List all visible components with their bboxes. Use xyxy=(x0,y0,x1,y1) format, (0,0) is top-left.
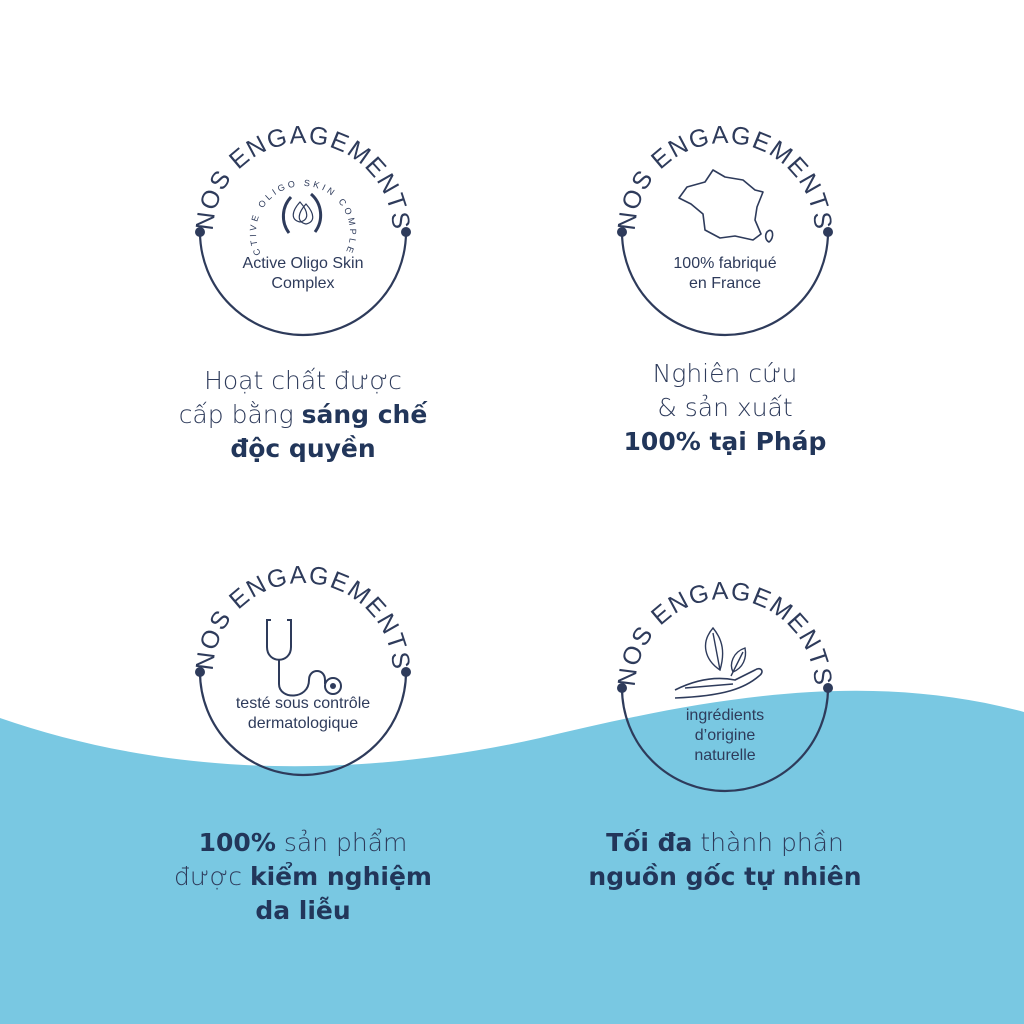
badge-natural-ingredients: NOS ENGAGEMENTS ingrédients d’origine natu… xyxy=(595,558,855,818)
caption-text: & sản xuất xyxy=(657,393,793,422)
caption-line: nguồn gốc tự nhiên xyxy=(555,860,895,894)
caption-line: Nghiên cứu xyxy=(555,357,895,391)
badge-label: 100% fabriqué en France xyxy=(635,254,815,294)
hand-with-leaves-icon xyxy=(674,626,763,699)
badge-graphic: NOS ENGAGEMENTS xyxy=(613,121,836,337)
badge-label: testé sous contrôle dermatologique xyxy=(213,694,393,734)
arc-dot-left xyxy=(617,227,627,237)
badge-made-in-france: NOS ENGAGEMENTS 100% fabriqué en France xyxy=(595,102,855,362)
stethoscope-icon xyxy=(266,619,342,697)
caption-line: độc quyền xyxy=(133,432,473,466)
badge-label-line: naturelle xyxy=(694,747,756,764)
france-map-icon xyxy=(678,169,774,243)
caption-made-in-france: Nghiên cứu & sản xuất 100% tại Pháp xyxy=(555,357,895,459)
badge-label-line: ingrédients xyxy=(685,707,765,724)
badge-label: Active Oligo Skin Complex xyxy=(213,254,393,294)
active-oligo-skin-complex-logo-icon: ACTIVE OLIGO SKIN COMPLEX xyxy=(248,178,358,257)
badge-label-line: 100% fabriqué xyxy=(673,255,777,272)
caption-emphasis: kiểm nghiệm xyxy=(249,862,432,891)
svg-text:ACTIVE OLIGO SKIN COMPLEX: ACTIVE OLIGO SKIN COMPLEX xyxy=(248,178,358,257)
lower-arc xyxy=(198,671,408,777)
caption-emphasis: 100% tại Pháp xyxy=(623,427,827,456)
caption-text: Nghiên cứu xyxy=(652,359,798,388)
badge-label-line: testé sous contrôle xyxy=(235,695,371,712)
caption-patented-active: Hoạt chất được cấp bằng sáng chế độc quyền xyxy=(133,364,473,466)
caption-text: thành phần xyxy=(692,828,844,857)
badge-label-line: Complex xyxy=(271,275,335,292)
badge-label-line: Active Oligo Skin xyxy=(242,255,364,272)
caption-line: Tối đa thành phần xyxy=(555,826,895,860)
caption-emphasis: 100% xyxy=(198,828,276,857)
arc-dot-right xyxy=(823,227,833,237)
caption-text: Hoạt chất được xyxy=(204,366,402,395)
arc-title: NOS ENGAGEMENTS xyxy=(613,577,838,688)
caption-emphasis: da liễu xyxy=(255,896,351,925)
badge-label: ingrédients d’origine naturelle xyxy=(635,706,815,766)
arc-dot-left xyxy=(195,667,205,677)
arc-title: NOS ENGAGEMENTS xyxy=(191,121,416,232)
caption-natural-origin: Tối đa thành phần nguồn gốc tự nhiên xyxy=(555,826,895,894)
arc-dot-right xyxy=(401,667,411,677)
caption-text: cấp bằng xyxy=(178,400,302,429)
badge-label-line: d’origine xyxy=(694,727,756,744)
badge-graphic: NOS ENGAGEMENTS ACTIVE OLIGO SKIN COMPLE… xyxy=(191,121,416,337)
caption-line: được kiểm nghiệm xyxy=(133,860,473,894)
caption-line: da liễu xyxy=(133,894,473,928)
caption-line: cấp bằng sáng chế xyxy=(133,398,473,432)
caption-emphasis: độc quyền xyxy=(230,434,376,463)
arc-dot-left xyxy=(195,227,205,237)
badge-active-oligo: NOS ENGAGEMENTS ACTIVE OLIGO SKIN COMPLE… xyxy=(173,102,433,362)
arc-dot-left xyxy=(617,683,627,693)
badge-dermatologically-tested: NOS ENGAGEMENTS testé sous contrôle derma… xyxy=(173,542,433,802)
caption-emphasis: nguồn gốc tự nhiên xyxy=(588,862,862,891)
caption-line: Hoạt chất được xyxy=(133,364,473,398)
caption-text: sản phẩm xyxy=(275,828,408,857)
badge-graphic: NOS ENGAGEMENTS xyxy=(613,577,838,793)
badge-label-line: en France xyxy=(688,275,762,292)
logo-ring-text: ACTIVE OLIGO SKIN COMPLEX xyxy=(248,178,355,257)
badge-graphic: NOS ENGAGEMENTS xyxy=(191,561,416,777)
arc-dot-right xyxy=(401,227,411,237)
caption-emphasis: Tối đa xyxy=(606,828,693,857)
lower-arc xyxy=(620,231,830,337)
caption-line: & sản xuất xyxy=(555,391,895,425)
caption-text: được xyxy=(174,862,250,891)
arc-dot-right xyxy=(823,683,833,693)
lower-arc xyxy=(198,231,408,337)
lower-arc xyxy=(620,687,830,793)
caption-dermatologically-tested: 100% sản phẩm được kiểm nghiệm da liễu xyxy=(133,826,473,928)
caption-line: 100% tại Pháp xyxy=(555,425,895,459)
caption-emphasis: sáng chế xyxy=(301,400,428,429)
arc-title: NOS ENGAGEMENTS xyxy=(191,561,416,672)
badge-label-line: dermatologique xyxy=(247,715,359,732)
caption-line: 100% sản phẩm xyxy=(133,826,473,860)
